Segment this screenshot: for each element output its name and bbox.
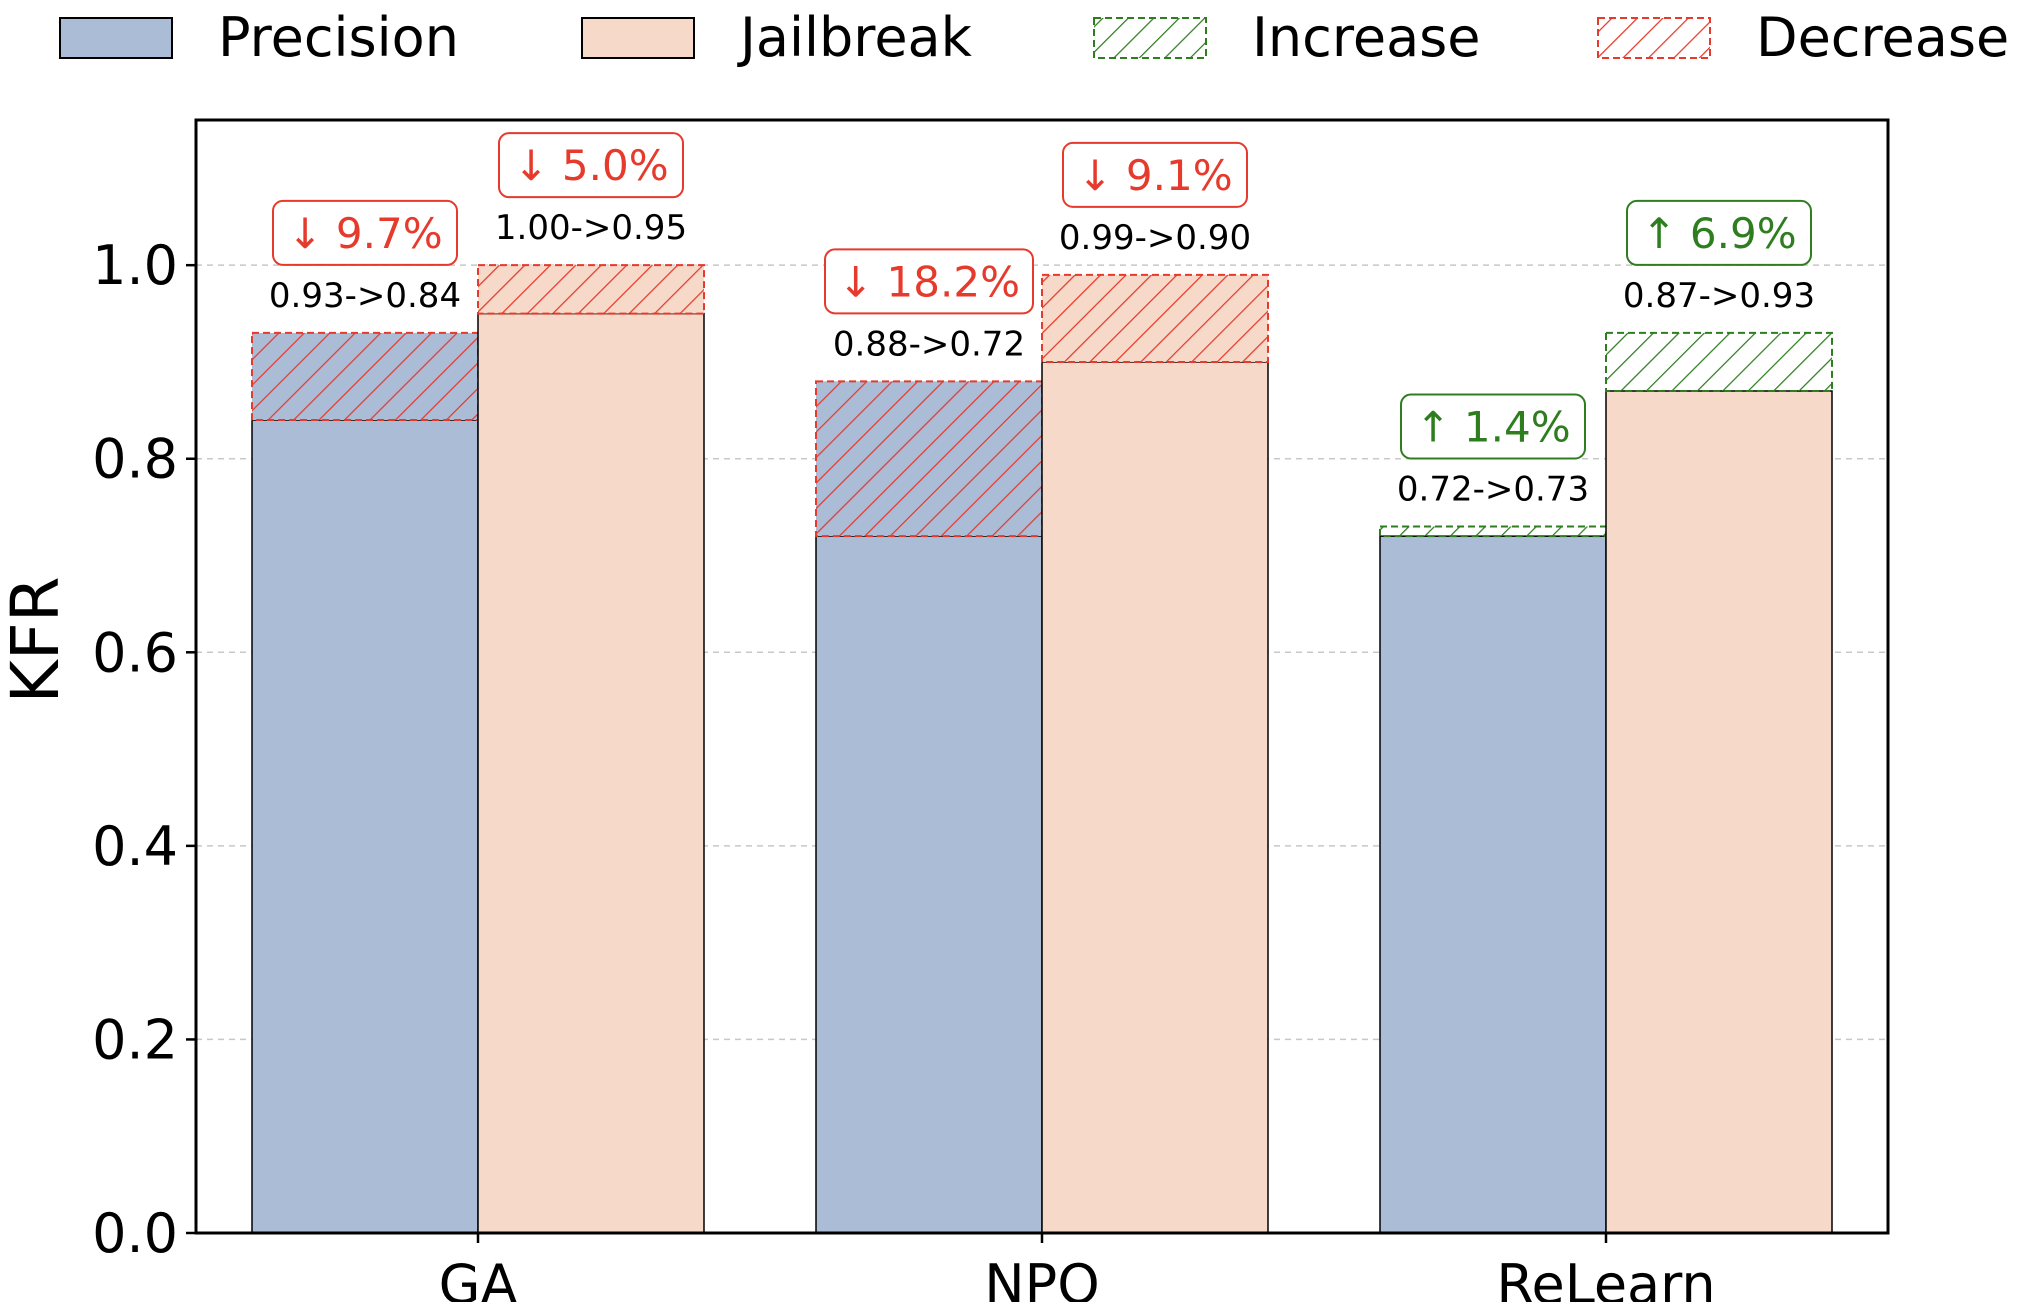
bar-precision [815,535,1043,1234]
y-tick-label: 0.6 [92,621,178,684]
bar-delta-increase [1605,331,1833,392]
change-badge [824,248,1034,315]
y-tick-label: 0.2 [92,1008,178,1071]
x-tick-label: NPO [984,1253,1099,1302]
y-tick-label: 0.4 [92,815,178,878]
x-tick-label: GA [439,1253,518,1302]
change-label: ↓ 18.2% [838,257,1020,306]
legend-swatch-precision [59,17,173,59]
y-tick-label: 0.0 [92,1202,178,1265]
y-tick-label: 1.0 [92,234,178,297]
transition-label: 0.88->0.72 [833,324,1025,364]
legend: Precision Jailbreak Increase Decrease [59,6,2009,69]
bar-jailbreak [1041,361,1269,1234]
bar-delta-decrease [815,380,1043,538]
legend-label: Decrease [1756,6,2009,69]
transition-label: 0.99->0.90 [1059,218,1251,258]
bar-precision [1379,535,1607,1234]
bar-delta-increase [1379,525,1607,538]
y-tick-label: 0.8 [92,428,178,491]
change-label: ↓ 9.7% [287,209,442,258]
y-axis-title: KFR [0,576,74,703]
legend-label: Jailbreak [737,6,973,69]
annotations: 0.93->0.84 ↓ 9.7% 1.00->0.95 ↓ 5.0% 0.88->0.… [269,132,1815,509]
legend-swatch-jailbreak [581,17,695,59]
bar-delta-decrease [477,264,705,315]
x-tick-label: ReLearn [1496,1253,1715,1302]
change-badge [1062,141,1248,208]
change-label: ↑ 1.4% [1415,402,1570,451]
transition-label: 1.00->0.95 [495,208,687,248]
legend-swatch-decrease [1597,17,1711,59]
change-badge [498,132,684,199]
axes: 0.0 0.2 0.4 0.6 0.8 1.0 GA NPO ReLearn [92,118,1890,1302]
bar-delta-decrease [251,331,479,422]
change-label: ↓ 5.0% [513,141,668,190]
change-badge [272,199,458,266]
change-badge [1400,393,1586,460]
transition-label: 0.72->0.73 [1397,469,1589,509]
legend-swatch-increase [1093,17,1207,59]
change-label: ↓ 9.1% [1077,151,1232,200]
bar-jailbreak [477,312,705,1234]
bars [251,264,1833,1234]
change-label: ↑ 6.9% [1641,209,1796,258]
bar-delta-decrease [1041,273,1269,363]
change-badge [1626,199,1812,266]
bar-jailbreak [1605,390,1833,1234]
bar-precision [251,419,479,1234]
transition-label: 0.87->0.93 [1623,276,1815,316]
transition-label: 0.93->0.84 [269,276,461,316]
legend-label: Increase [1252,6,1481,69]
legend-label: Precision [218,6,459,69]
